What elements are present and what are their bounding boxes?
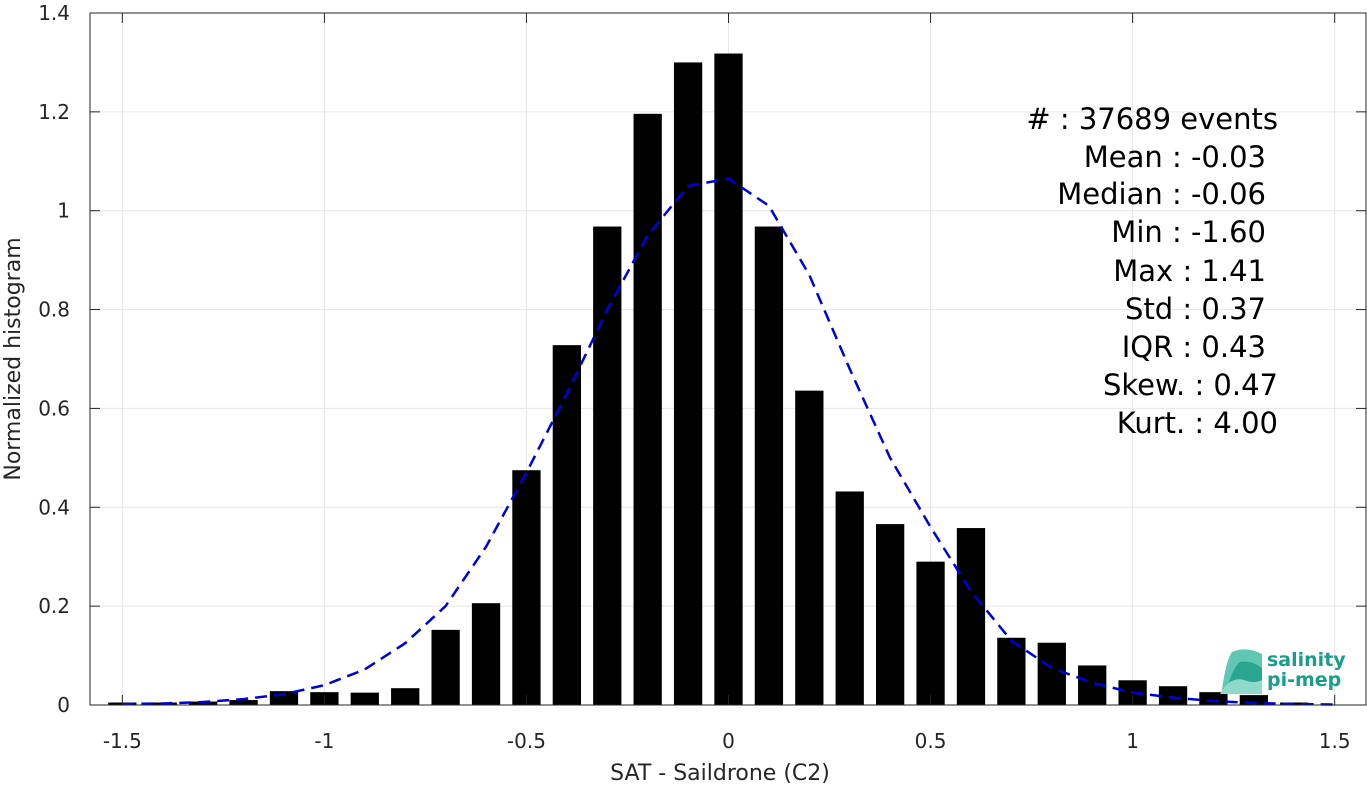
y-tick-label: 1 (57, 199, 70, 223)
histogram-bar (512, 470, 541, 705)
histogram-bar (1239, 695, 1268, 705)
y-tick-label: 0.8 (38, 298, 70, 322)
fit-curve (122, 177, 1335, 706)
histogram-bar (1037, 642, 1066, 705)
y-tick-label: 0.6 (38, 396, 70, 420)
histogram-bar (956, 528, 986, 705)
histogram-bar (431, 629, 460, 705)
bars (108, 53, 1309, 705)
histogram-bar (350, 692, 379, 705)
y-tick-labels: 0 0.2 0.4 0.6 0.8 1 1.2 1.4 (38, 1, 70, 717)
x-tick-label: 0.5 (915, 729, 947, 753)
x-tick-label: -0.5 (507, 729, 546, 753)
salinity-pimep-logo: salinity pi-mep (1220, 649, 1346, 694)
stat-kurt: Kurt. : 4.00 (1117, 406, 1278, 440)
histogram-bar (229, 700, 258, 705)
x-tick-label: 1 (1126, 729, 1139, 753)
histogram-bar (714, 53, 743, 705)
x-tick-label: -1.5 (103, 729, 142, 753)
stat-iqr: IQR : 0.43 (1122, 330, 1266, 364)
histogram-bar (633, 113, 662, 705)
stat-min: Min : -1.60 (1111, 215, 1266, 249)
x-axis-title: SAT - Saildrone (C2) (610, 761, 830, 785)
histogram-bar (876, 524, 905, 705)
histogram-bar (754, 226, 784, 705)
histogram-bar (391, 688, 420, 705)
stat-mean: Mean : -0.03 (1084, 140, 1266, 174)
y-axis-title: Normalized histogram (1, 237, 26, 480)
histogram-bar (916, 561, 945, 705)
histogram-bar (1199, 692, 1228, 705)
x-tick-label: 1.5 (1319, 729, 1351, 753)
stat-skew: Skew. : 0.47 (1103, 368, 1278, 402)
stat-events: # : 37689 events (1026, 102, 1278, 136)
y-tick-label: 1.2 (38, 100, 70, 124)
stat-max: Max : 1.41 (1113, 254, 1266, 288)
x-tick-label: -1 (314, 729, 334, 753)
y-tick-label: 1.4 (38, 1, 70, 25)
histogram-bar (997, 637, 1026, 705)
histogram-bar (593, 226, 622, 705)
axes (89, 12, 1367, 706)
wave-logo-icon (1220, 649, 1262, 694)
histogram-bar (1158, 686, 1188, 705)
x-tick-label: 0 (722, 729, 735, 753)
y-tick-label: 0 (57, 693, 70, 717)
histogram-bar (471, 603, 501, 705)
logo-text-pimep: pi-mep (1267, 669, 1341, 691)
histogram-bar (835, 491, 864, 705)
fit-curve-line (122, 177, 1335, 706)
y-tick-label: 0.4 (38, 495, 70, 519)
stats-box: # : 37689 events Mean : -0.03 Median : -… (1026, 102, 1278, 440)
y-tick-label: 0.2 (38, 594, 70, 618)
histogram-bar (552, 345, 581, 705)
stat-median: Median : -0.06 (1057, 177, 1266, 211)
stat-std: Std : 0.37 (1125, 292, 1266, 326)
logo-text-salinity: salinity (1267, 649, 1346, 671)
histogram-bar (673, 62, 703, 705)
x-tick-labels: -1.5 -1 -0.5 0 0.5 1 1.5 (103, 729, 1351, 753)
histogram-bar (795, 390, 824, 705)
histogram-bar (189, 701, 218, 705)
